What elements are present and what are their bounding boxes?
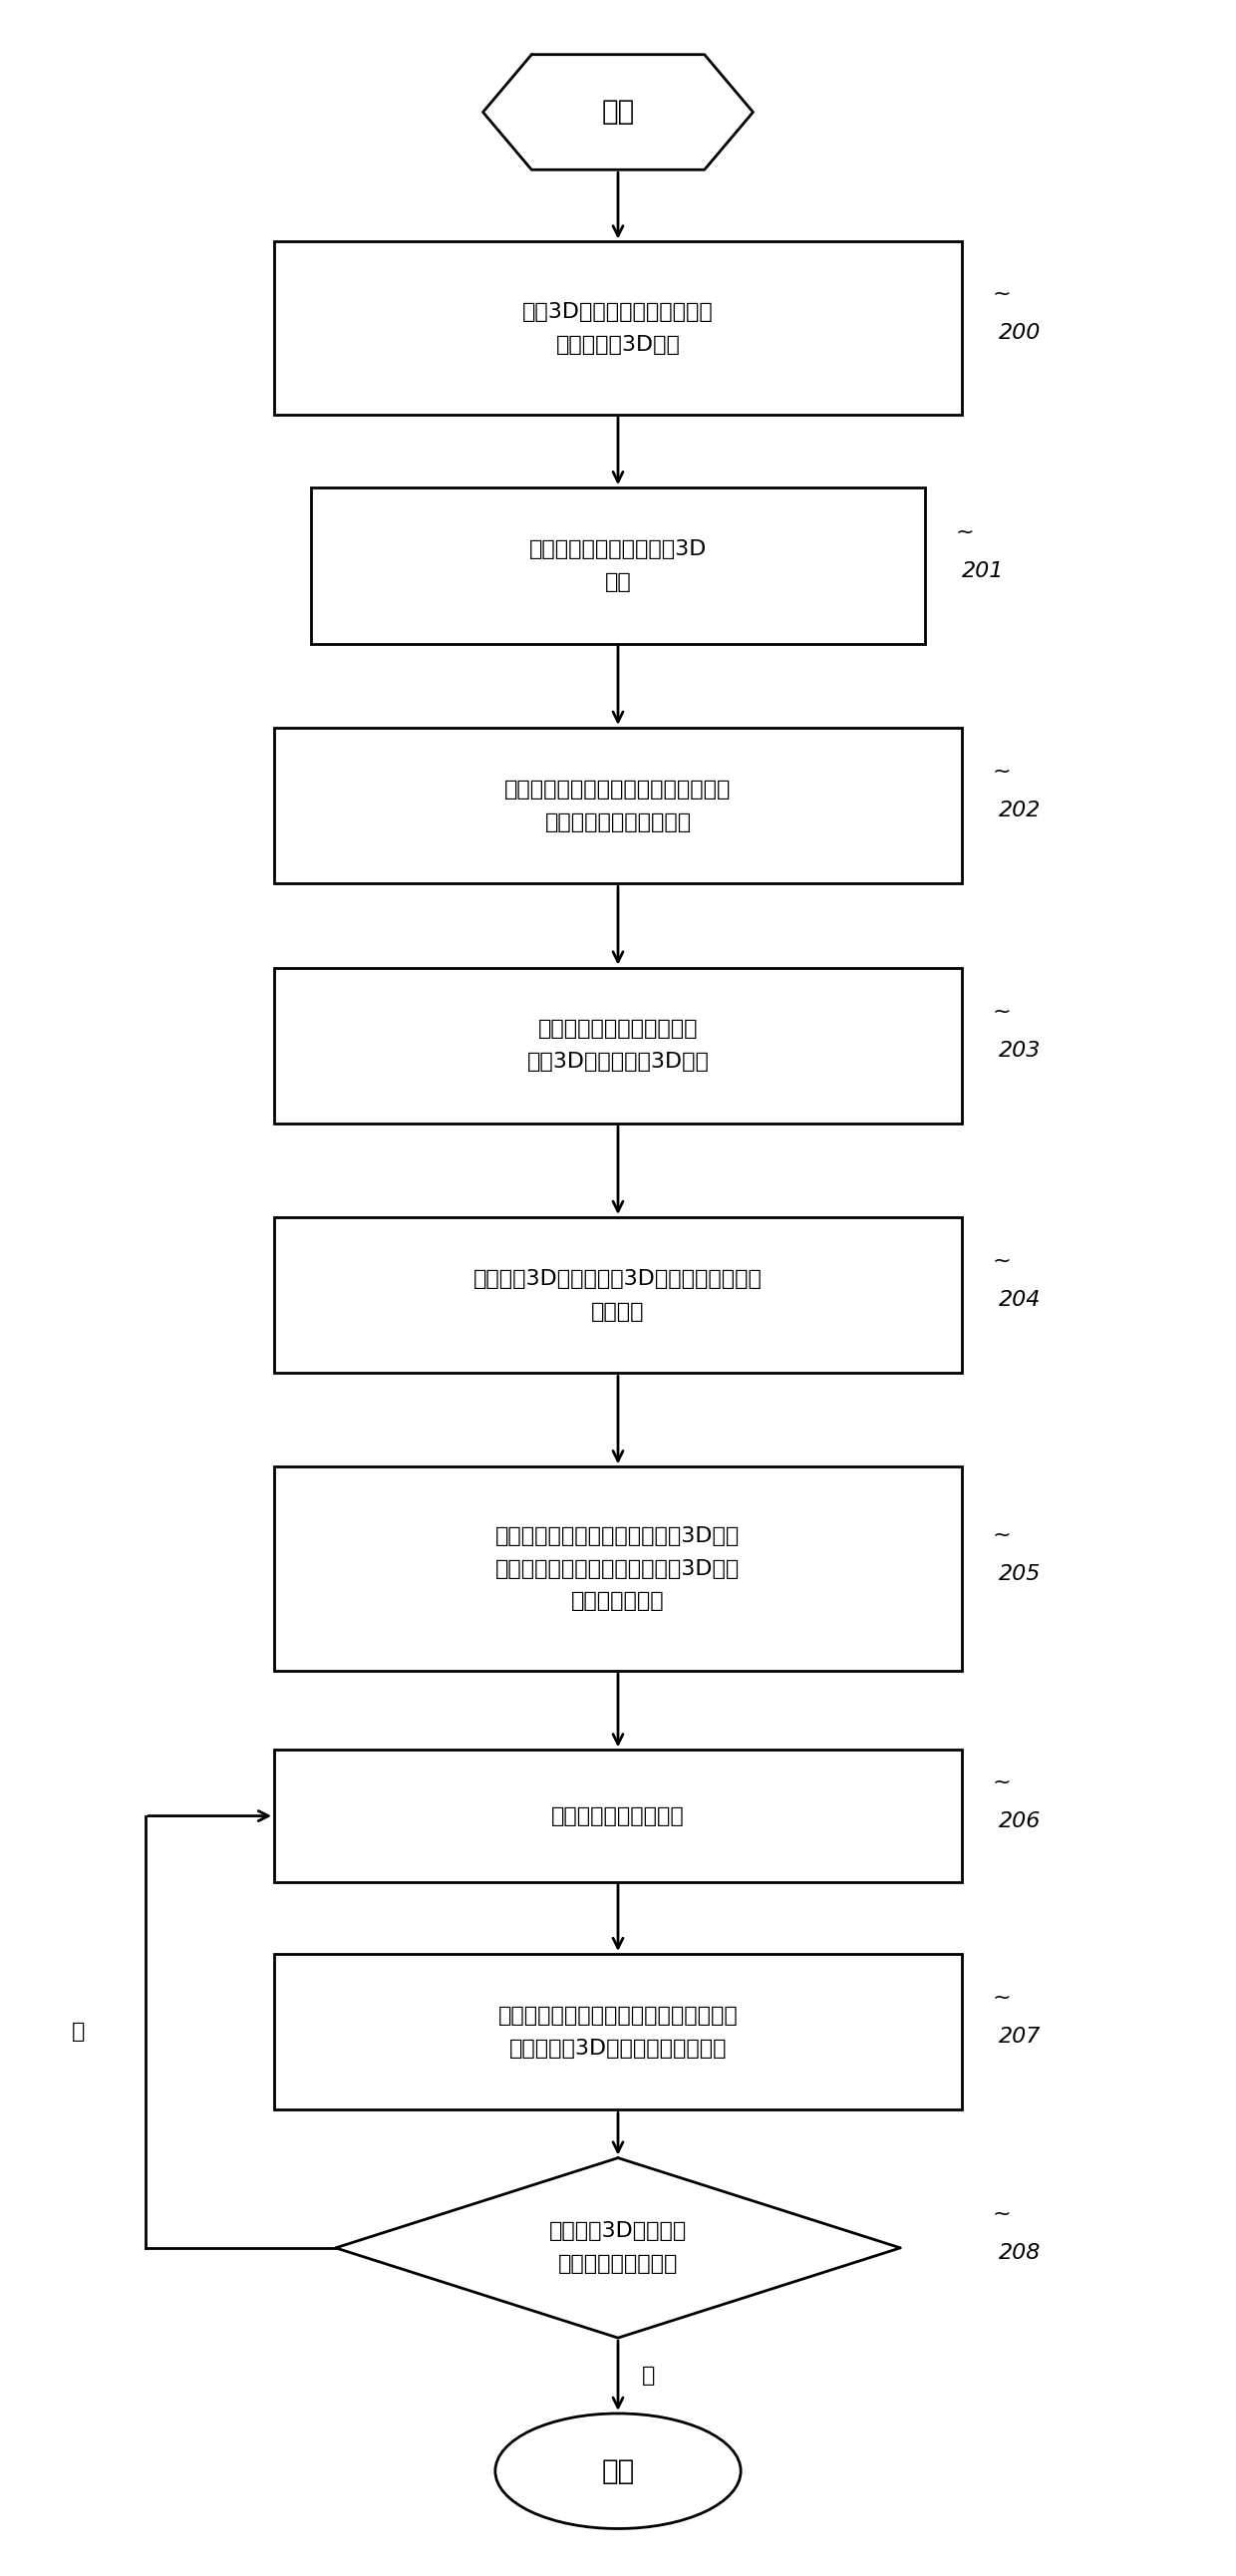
Text: 204: 204 xyxy=(999,1291,1041,1311)
Text: ~: ~ xyxy=(993,283,1011,304)
Text: ~: ~ xyxy=(993,762,1011,781)
Bar xyxy=(274,1955,962,2110)
Text: 202: 202 xyxy=(999,801,1041,822)
Bar xyxy=(274,969,962,1123)
Text: 识别处理影像的特征点: 识别处理影像的特征点 xyxy=(551,1806,685,1826)
Bar xyxy=(274,726,962,884)
Text: 205: 205 xyxy=(999,1564,1041,1584)
Bar xyxy=(311,487,925,644)
Text: 201: 201 xyxy=(962,562,1004,580)
Text: 通过对应特征点对齐调节处理影像的空间
位置至目月3D影像所在的空间位置: 通过对应特征点对齐调节处理影像的空间 位置至目月3D影像所在的空间位置 xyxy=(498,2007,738,2058)
Bar xyxy=(274,242,962,415)
Text: 在每一帧的截面上获取相交线的两个端
点并获取两个端点的切线: 在每一帧的截面上获取相交线的两个端 点并获取两个端点的切线 xyxy=(504,781,732,832)
Bar xyxy=(274,1749,962,1883)
Text: 开始: 开始 xyxy=(602,98,634,126)
Text: 203: 203 xyxy=(999,1041,1041,1061)
Text: ~: ~ xyxy=(993,1772,1011,1793)
Text: ~: ~ xyxy=(993,1252,1011,1270)
Text: 否: 否 xyxy=(72,2022,84,2043)
Text: 判断全逈3D影像是否
调节至所述目标位置: 判断全逈3D影像是否 调节至所述目标位置 xyxy=(549,2221,687,2275)
Text: ~: ~ xyxy=(993,2205,1011,2223)
Text: ~: ~ xyxy=(955,523,974,541)
Text: 通过一横截面截取每一協3D
影像: 通过一横截面截取每一協3D 影像 xyxy=(529,538,707,592)
Bar xyxy=(274,1218,962,1373)
Text: 选取两个端点的切线夹角最
小的3D影像为目月3D影像: 选取两个端点的切线夹角最 小的3D影像为目月3D影像 xyxy=(527,1020,709,1072)
Text: 通过对应特征点对齐来调节目月3D影像
的相邻帧影像的空间位置至目月3D影像
所在的空间位置: 通过对应特征点对齐来调节目月3D影像 的相邻帧影像的空间位置至目月3D影像 所在… xyxy=(496,1525,740,1613)
Text: 206: 206 xyxy=(999,1811,1041,1832)
Text: 207: 207 xyxy=(999,2027,1041,2048)
Text: ~: ~ xyxy=(993,1002,1011,1023)
Text: 识别目月3D影像及目月3D影像的相邻帧影像
的特征点: 识别目月3D影像及目月3D影像的相邻帧影像 的特征点 xyxy=(473,1270,763,1321)
Text: 结束: 结束 xyxy=(602,2458,634,2486)
Text: 208: 208 xyxy=(999,2244,1041,2264)
Text: 200: 200 xyxy=(999,325,1041,343)
Text: 是: 是 xyxy=(641,2365,655,2385)
Text: 所述3D拍摄装置获取拍摄目标
的若干帧的3D影像: 所述3D拍摄装置获取拍摄目标 的若干帧的3D影像 xyxy=(523,301,713,355)
Text: ~: ~ xyxy=(993,1525,1011,1546)
Text: ~: ~ xyxy=(993,1989,1011,2007)
Bar xyxy=(274,1466,962,1672)
